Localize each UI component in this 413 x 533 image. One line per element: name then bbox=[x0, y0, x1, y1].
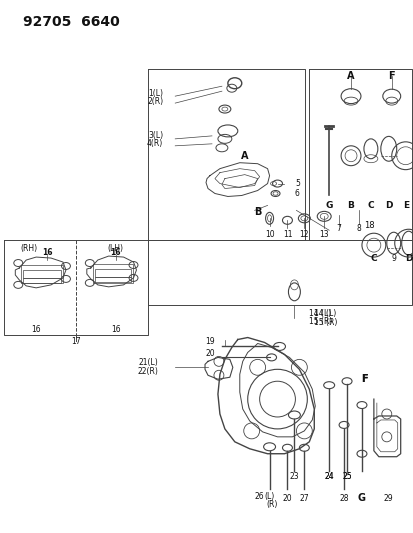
Text: 16: 16 bbox=[111, 325, 120, 334]
Text: F: F bbox=[360, 374, 366, 384]
Text: 16: 16 bbox=[31, 325, 41, 334]
Bar bbox=[95, 269, 130, 277]
Text: 18: 18 bbox=[363, 221, 373, 230]
Text: (R): (R) bbox=[265, 500, 277, 509]
Text: 22(R): 22(R) bbox=[137, 367, 158, 376]
Text: D: D bbox=[404, 254, 411, 263]
Text: 15 (R): 15 (R) bbox=[309, 317, 332, 326]
Text: B: B bbox=[253, 207, 261, 217]
Text: 13: 13 bbox=[318, 230, 328, 239]
Text: 24: 24 bbox=[323, 472, 333, 481]
Text: 11: 11 bbox=[282, 230, 292, 239]
Text: (L): (L) bbox=[264, 492, 274, 501]
Text: 25: 25 bbox=[342, 472, 351, 481]
Text: 29: 29 bbox=[383, 494, 393, 503]
Text: (LH): (LH) bbox=[107, 244, 123, 253]
Bar bbox=[93, 264, 132, 283]
Text: 3(L): 3(L) bbox=[148, 131, 163, 140]
Text: G: G bbox=[325, 201, 332, 210]
Text: 14 (L): 14 (L) bbox=[313, 309, 336, 318]
Text: 28: 28 bbox=[339, 494, 348, 503]
Text: 16: 16 bbox=[110, 248, 121, 256]
Text: 12: 12 bbox=[299, 230, 309, 239]
Text: 9: 9 bbox=[390, 254, 395, 263]
Text: 26: 26 bbox=[254, 492, 264, 501]
Text: 7: 7 bbox=[336, 224, 341, 233]
Text: A: A bbox=[240, 151, 248, 161]
Text: 2(R): 2(R) bbox=[147, 96, 163, 106]
Bar bbox=[23, 270, 61, 278]
Text: 20: 20 bbox=[205, 349, 214, 358]
Text: D: D bbox=[384, 201, 392, 210]
Text: 24: 24 bbox=[323, 472, 333, 481]
Text: A: A bbox=[347, 71, 354, 82]
Bar bbox=[21, 265, 63, 283]
Text: E: E bbox=[403, 201, 409, 210]
Text: 27: 27 bbox=[299, 494, 309, 503]
Text: F: F bbox=[360, 374, 366, 384]
Text: 20: 20 bbox=[282, 494, 292, 503]
Bar bbox=[23, 278, 61, 283]
Text: C: C bbox=[367, 201, 373, 210]
Text: 10: 10 bbox=[264, 230, 274, 239]
Text: 92705  6640: 92705 6640 bbox=[22, 14, 119, 29]
Text: 19: 19 bbox=[205, 337, 214, 346]
Text: 25: 25 bbox=[342, 472, 351, 481]
Text: 15 (R): 15 (R) bbox=[313, 318, 337, 327]
Text: C: C bbox=[370, 254, 376, 263]
Text: G: G bbox=[357, 494, 365, 504]
Text: 5: 5 bbox=[294, 179, 299, 188]
Text: 17: 17 bbox=[71, 337, 81, 346]
Text: 23: 23 bbox=[289, 472, 299, 481]
Text: B: B bbox=[347, 201, 354, 210]
Text: 16: 16 bbox=[42, 248, 52, 256]
Bar bbox=[95, 277, 130, 282]
Text: 6: 6 bbox=[294, 189, 299, 198]
Text: 4(R): 4(R) bbox=[147, 139, 163, 148]
Text: 1(L): 1(L) bbox=[148, 88, 163, 98]
Text: (RH): (RH) bbox=[21, 244, 38, 253]
Text: F: F bbox=[387, 71, 394, 82]
Text: 8: 8 bbox=[356, 224, 361, 233]
Text: 21(L): 21(L) bbox=[138, 358, 158, 367]
Text: 14 (L): 14 (L) bbox=[309, 309, 331, 318]
